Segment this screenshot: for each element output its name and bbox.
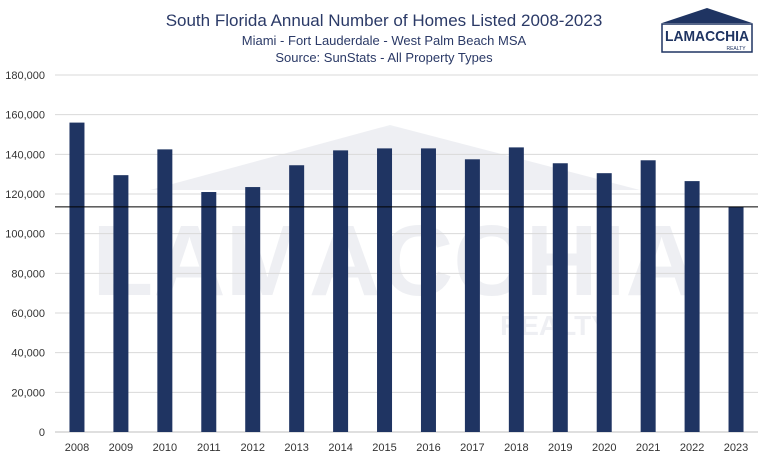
chart-title: South Florida Annual Number of Homes Lis… <box>165 11 603 30</box>
bar-2012 <box>245 187 261 432</box>
x-tick-label: 2015 <box>372 442 396 454</box>
bar-2009 <box>113 175 129 433</box>
bar-2008 <box>69 122 85 432</box>
bar-2022 <box>684 181 700 432</box>
y-axis: 0 20,000 40,000 60,000 80,000 100,000 120,000 1… <box>5 70 45 439</box>
y-tick-label: 60,000 <box>11 308 45 320</box>
y-tick-label: 100,000 <box>5 229 45 241</box>
svg-text:REALTY: REALTY <box>726 46 746 52</box>
x-tick-label: 2011 <box>197 442 221 454</box>
y-tick-label: 20,000 <box>11 387 45 399</box>
bar-2011 <box>201 192 217 432</box>
x-tick-label: 2018 <box>504 442 528 454</box>
x-tick-label: 2009 <box>109 442 133 454</box>
x-tick-label: 2016 <box>416 442 440 454</box>
bar-2021 <box>640 160 656 433</box>
bar-2018 <box>508 147 524 432</box>
bar-2017 <box>464 159 480 432</box>
bar-2010 <box>157 149 173 432</box>
bar-2023 <box>728 206 744 432</box>
y-tick-label: 180,000 <box>5 70 45 82</box>
bar-2016 <box>420 148 436 432</box>
x-tick-label: 2013 <box>284 442 308 454</box>
x-tick-label: 2014 <box>328 442 352 454</box>
x-tick-label: 2008 <box>65 442 89 454</box>
x-tick-label: 2022 <box>680 442 704 454</box>
y-tick-label: 0 <box>39 427 45 439</box>
bar-2013 <box>289 165 305 432</box>
svg-text:LAMACCHIA: LAMACCHIA <box>665 28 749 45</box>
bar-2014 <box>333 150 349 432</box>
y-tick-label: 160,000 <box>5 110 45 122</box>
x-tick-label: 2017 <box>460 442 484 454</box>
y-tick-label: 140,000 <box>5 149 45 161</box>
y-tick-label: 80,000 <box>11 268 45 280</box>
y-tick-label: 40,000 <box>11 348 45 360</box>
x-tick-label: 2019 <box>548 442 572 454</box>
x-tick-label: 2012 <box>240 442 264 454</box>
x-tick-label: 2023 <box>724 442 748 454</box>
x-tick-label: 2021 <box>636 442 660 454</box>
x-axis: 2008 2009 2010 2011 2012 2013 2014 2015 2016 2017… <box>65 442 749 454</box>
x-tick-label: 2010 <box>153 442 177 454</box>
x-tick-label: 2020 <box>592 442 616 454</box>
bar-2015 <box>377 148 393 432</box>
chart-subtitle: Miami - Fort Lauderdale - West Palm Beac… <box>241 33 527 48</box>
bars <box>69 122 744 433</box>
bar-2019 <box>552 163 568 432</box>
bar-2020 <box>596 173 612 433</box>
chart-source: Source: SunStats - All Property Types <box>275 50 493 65</box>
lamacchia-logo: LAMACCHIA REALTY <box>661 8 753 53</box>
y-tick-label: 120,000 <box>5 189 45 201</box>
